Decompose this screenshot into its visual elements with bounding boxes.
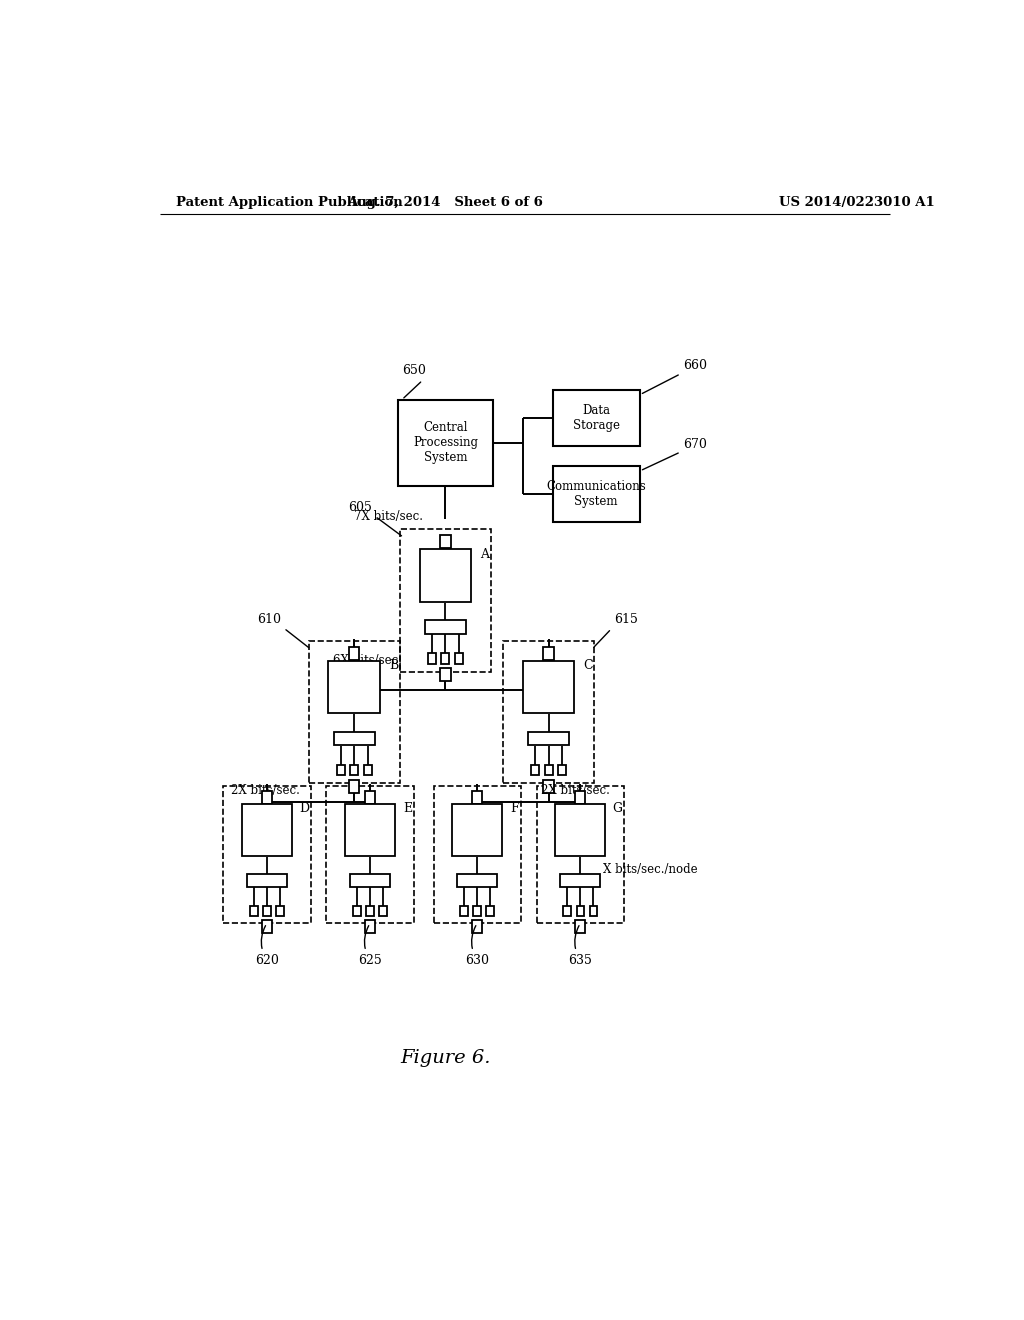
Bar <box>440 668 451 681</box>
Text: 650: 650 <box>401 364 426 397</box>
Bar <box>531 766 539 775</box>
Bar <box>433 785 521 923</box>
Text: X bits/sec./node: X bits/sec./node <box>602 863 697 876</box>
Text: B: B <box>389 660 398 672</box>
Bar <box>425 620 466 634</box>
Bar <box>453 804 502 855</box>
Text: 660: 660 <box>642 359 708 393</box>
Bar <box>555 804 605 855</box>
Bar <box>457 874 498 887</box>
Text: 670: 670 <box>642 437 708 470</box>
Bar <box>537 785 624 923</box>
Text: 615: 615 <box>594 612 638 647</box>
Bar <box>262 791 272 804</box>
Text: 2X bits/sec.: 2X bits/sec. <box>231 784 300 797</box>
Bar <box>397 400 494 486</box>
Bar <box>553 389 640 446</box>
Text: Central
Processing
System: Central Processing System <box>413 421 478 465</box>
Text: 2X bits/sec.: 2X bits/sec. <box>541 784 609 797</box>
Bar <box>345 804 395 855</box>
Bar <box>349 647 359 660</box>
Text: 7X bits/sec.: 7X bits/sec. <box>354 510 423 523</box>
Text: 635: 635 <box>568 925 592 966</box>
Bar <box>503 642 594 784</box>
Bar <box>263 906 270 916</box>
Text: Figure 6.: Figure 6. <box>400 1049 490 1067</box>
Bar <box>455 653 463 664</box>
Bar <box>472 920 482 933</box>
Text: F: F <box>510 803 519 816</box>
Bar <box>563 906 571 916</box>
Text: E: E <box>402 803 412 816</box>
Bar <box>472 791 482 804</box>
Bar <box>441 653 450 664</box>
Bar <box>473 906 481 916</box>
Bar <box>575 791 586 804</box>
Text: 620: 620 <box>255 925 279 966</box>
Bar <box>577 906 585 916</box>
Bar <box>350 766 358 775</box>
Bar <box>544 780 554 793</box>
Bar <box>523 660 574 713</box>
Bar <box>262 920 272 933</box>
Text: US 2014/0223010 A1: US 2014/0223010 A1 <box>778 195 935 209</box>
Text: Patent Application Publication: Patent Application Publication <box>176 195 402 209</box>
Bar <box>365 791 375 804</box>
Bar <box>242 804 292 855</box>
Bar <box>349 780 359 793</box>
Bar <box>553 466 640 521</box>
Bar <box>250 906 258 916</box>
Text: Data
Storage: Data Storage <box>572 404 620 432</box>
Bar <box>223 785 310 923</box>
Bar <box>276 906 284 916</box>
Bar <box>486 906 495 916</box>
Bar <box>364 766 372 775</box>
Bar <box>367 906 374 916</box>
Bar <box>558 766 566 775</box>
Bar <box>353 906 360 916</box>
Bar <box>560 874 600 887</box>
Bar <box>420 549 471 602</box>
Bar <box>327 785 414 923</box>
Bar <box>365 920 375 933</box>
Bar <box>575 920 586 933</box>
Bar <box>350 874 390 887</box>
Bar <box>428 653 436 664</box>
Bar <box>379 906 387 916</box>
Bar <box>334 733 375 746</box>
Bar <box>308 642 399 784</box>
Text: 630: 630 <box>465 925 489 966</box>
Text: G: G <box>612 803 623 816</box>
Text: D: D <box>299 803 309 816</box>
Bar <box>545 766 553 775</box>
Text: A: A <box>480 548 489 561</box>
Bar <box>528 733 569 746</box>
Bar <box>329 660 380 713</box>
Text: 605: 605 <box>348 502 401 536</box>
Bar <box>544 647 554 660</box>
Bar <box>440 535 451 548</box>
Text: 625: 625 <box>358 925 382 966</box>
Text: 610: 610 <box>257 612 309 648</box>
Text: C: C <box>583 660 593 672</box>
Text: Communications
System: Communications System <box>547 479 646 508</box>
Text: 6X bits/sec.: 6X bits/sec. <box>333 653 401 667</box>
Bar <box>590 906 597 916</box>
Bar <box>460 906 468 916</box>
Text: Aug. 7, 2014   Sheet 6 of 6: Aug. 7, 2014 Sheet 6 of 6 <box>347 195 544 209</box>
Bar <box>399 529 492 672</box>
Bar <box>337 766 345 775</box>
Bar <box>247 874 287 887</box>
